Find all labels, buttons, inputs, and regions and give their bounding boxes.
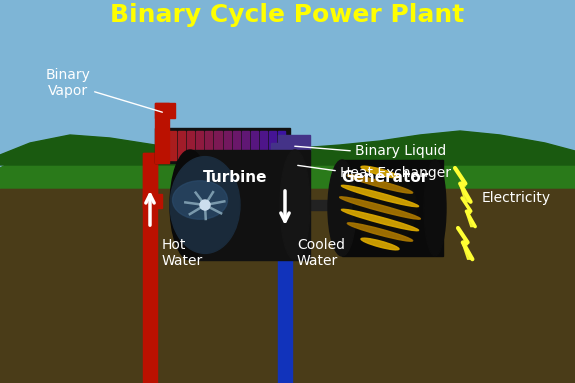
Bar (232, 131, 240, 160)
Ellipse shape (361, 238, 399, 250)
Ellipse shape (353, 172, 417, 244)
Text: Binary Liquid: Binary Liquid (355, 144, 446, 158)
Ellipse shape (170, 157, 240, 254)
Ellipse shape (342, 185, 419, 207)
Ellipse shape (347, 175, 413, 193)
Bar (224, 131, 231, 160)
Text: Generator: Generator (342, 170, 428, 185)
Text: Heat Exchanger: Heat Exchanger (340, 166, 451, 180)
Polygon shape (455, 168, 470, 202)
Bar (205, 131, 212, 160)
Polygon shape (278, 138, 292, 383)
Polygon shape (143, 194, 162, 208)
Text: Electricity: Electricity (481, 191, 551, 205)
Ellipse shape (280, 150, 310, 260)
Ellipse shape (361, 166, 399, 178)
Bar (187, 131, 194, 160)
Polygon shape (0, 143, 575, 188)
Text: Binary
Vapor: Binary Vapor (45, 68, 90, 98)
Polygon shape (290, 200, 337, 210)
Text: Binary Cycle Power Plant: Binary Cycle Power Plant (110, 3, 464, 27)
Ellipse shape (424, 160, 446, 256)
Bar (0, 188, 575, 383)
Polygon shape (143, 153, 157, 208)
Polygon shape (278, 135, 310, 151)
Ellipse shape (342, 209, 419, 231)
Polygon shape (143, 153, 157, 383)
Ellipse shape (170, 150, 210, 260)
Polygon shape (0, 131, 575, 165)
Bar (196, 131, 204, 160)
Bar (160, 131, 167, 160)
Bar (251, 131, 258, 160)
Polygon shape (155, 103, 169, 163)
Bar (269, 131, 276, 160)
Polygon shape (458, 228, 473, 259)
Bar (214, 131, 221, 160)
Ellipse shape (328, 160, 356, 256)
Bar (242, 131, 249, 160)
Text: Cooled
Water: Cooled Water (297, 238, 345, 268)
Text: Hot
Water: Hot Water (162, 238, 203, 268)
Bar (278, 131, 285, 160)
Polygon shape (271, 143, 285, 163)
Text: Turbine: Turbine (203, 170, 267, 185)
Bar (260, 131, 267, 160)
Bar (178, 131, 185, 160)
Ellipse shape (172, 181, 228, 219)
Circle shape (200, 200, 210, 210)
Bar (342, 160, 443, 256)
Polygon shape (462, 198, 475, 227)
Ellipse shape (340, 197, 420, 219)
Bar (155, 128, 290, 163)
Bar (190, 150, 310, 260)
Ellipse shape (347, 223, 413, 241)
Bar (169, 131, 176, 160)
Polygon shape (155, 103, 175, 118)
